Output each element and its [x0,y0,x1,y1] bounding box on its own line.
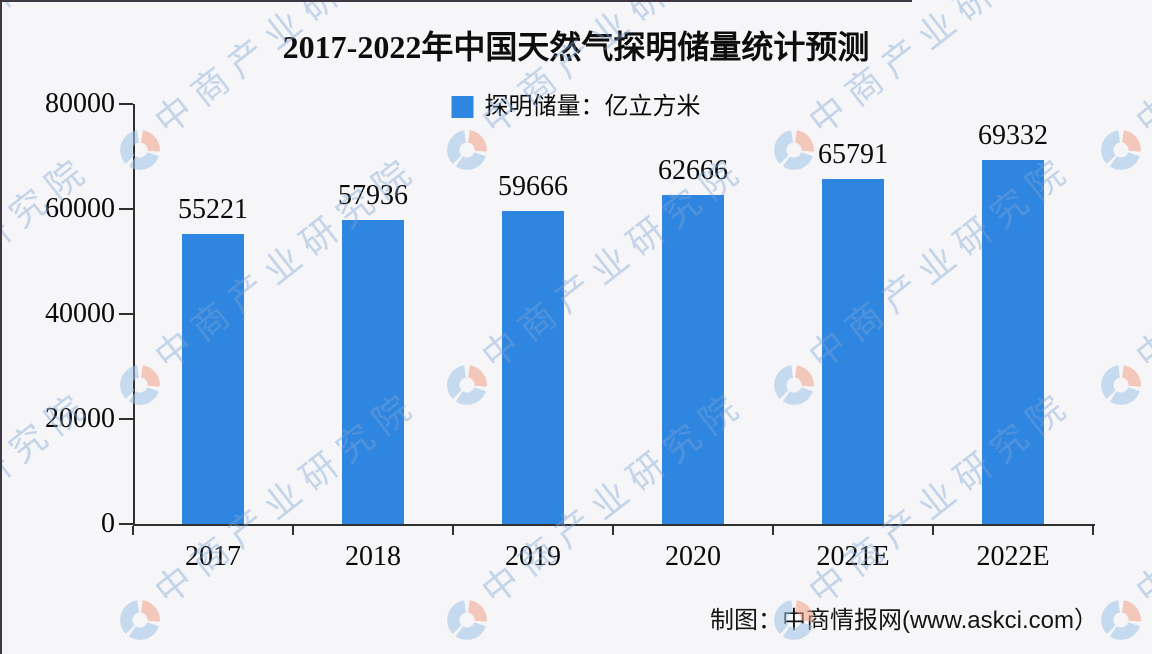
bar-value-label-2022E: 69332 [978,120,1048,151]
x-tick-label-2019: 2019 [505,541,561,572]
legend-label: 探明储量：亿立方米 [484,93,701,120]
bar-2022E [982,160,1044,524]
legend-swatch [451,96,474,118]
chart-title: 2017-2022年中国天然气探明储量统计预测 [282,29,870,65]
y-axis-tick [119,208,133,210]
bar-2018 [342,220,404,524]
y-tick-label: 60000 [45,193,115,224]
x-axis-tick [772,526,774,535]
x-axis-tick [1092,526,1094,535]
x-axis-line [133,524,1095,526]
y-tick-label: 40000 [45,298,115,329]
legend: 探明储量：亿立方米 [451,93,701,120]
y-axis-tick [119,103,133,105]
bar-value-label-2018: 57936 [338,180,408,211]
x-axis-tick [452,526,454,535]
bar-value-label-2019: 59666 [498,171,568,202]
x-axis-tick [932,526,934,535]
footer-credit: 制图：中商情报网(www.askci.com） [709,607,1098,634]
x-tick-label-2020: 2020 [665,541,721,572]
bar-value-label-2020: 62666 [658,155,728,186]
x-axis-tick [612,526,614,535]
bar-value-label-2017: 55221 [178,194,248,225]
bar-value-label-2021E: 65791 [818,139,888,170]
y-axis-tick [119,523,133,525]
y-tick-label: 20000 [45,403,115,434]
top-border-line [0,0,912,2]
y-tick-label: 80000 [45,88,115,119]
bar-2019 [502,211,564,524]
bar-2017 [182,234,244,524]
left-border-line [0,0,2,654]
x-tick-label-2018: 2018 [345,541,401,572]
x-tick-label-2017: 2017 [185,541,241,572]
x-tick-label-2022E: 2022E [976,541,1050,572]
y-axis-tick [119,313,133,315]
x-axis-tick [132,526,134,535]
y-tick-label: 0 [101,508,115,539]
x-tick-label-2021E: 2021E [816,541,890,572]
bar-2021E [822,179,884,524]
x-axis-tick [292,526,294,535]
y-axis-tick [119,418,133,420]
bar-2020 [662,195,724,524]
y-axis-line [133,104,135,526]
